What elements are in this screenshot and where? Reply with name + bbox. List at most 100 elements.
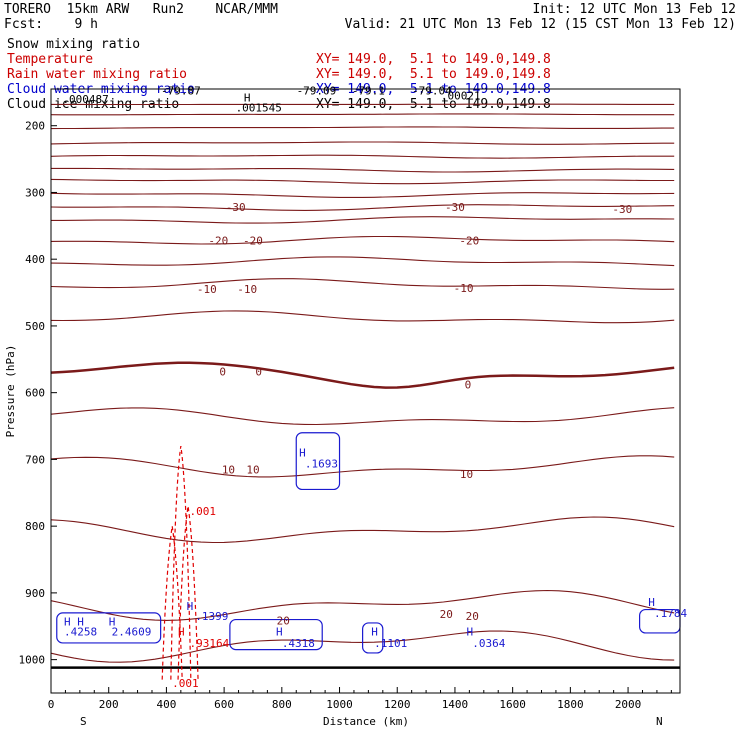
field-name-cloud-water: Cloud water mixing ratio [7,82,195,97]
isotherm--25 [51,216,675,224]
temperature-label-15: 20 [277,614,290,627]
maximum-label-12: .4318 [282,637,315,650]
south-label: S [80,715,87,728]
isotherm--5 [50,310,675,324]
isotherm--35 [50,192,675,198]
top-label-0: .000487 [62,93,108,106]
top-label-6: -79.04 [412,84,452,97]
x-tick-label-0: 0 [48,698,55,711]
y-tick-label-0: 200 [25,120,45,133]
forecast-hour: Fcst: 9 h [4,17,98,32]
field-xy-temperature: XY= 149.0, 5.1 to 149.0,149.8 [316,52,551,67]
maximum-label-9: H [178,626,185,639]
rain-contour-1 [177,506,199,680]
cloud-contour-mid [295,432,341,491]
isotherm--45 [51,167,675,173]
x-tick-label-1: 200 [99,698,119,711]
valid-time: Valid: 21 UTC Mon 13 Feb 12 (15 CST Mon … [344,17,736,32]
temperature-label-8: -10 [454,282,474,295]
isotherm--10 [50,278,675,290]
x-tick-label-9: 1800 [557,698,584,711]
isotherm--55 [50,141,675,145]
maximum-label-2: .001 [189,505,216,518]
x-tick-label-6: 1200 [384,698,411,711]
maximum-label-10: .93164 [189,637,229,650]
temperature-label-2: -30 [612,203,632,216]
isotherm-20 [50,589,675,621]
top-label-5: -79.1 [352,84,385,97]
x-tick-label-5: 1000 [326,698,353,711]
isotherm--60 [50,126,675,130]
temperature-label-9: 0 [219,365,226,378]
y-tick-label-2: 400 [25,253,45,266]
maximum-label-5: H H [64,616,84,629]
temperature-label-10: 0 [255,365,262,378]
x-tick-label-2: 400 [156,698,176,711]
temperature-label-3: -20 [208,235,228,248]
y-tick-label-1: 300 [25,186,45,199]
x-axis-label: Distance (km) [323,715,409,728]
field-name-temperature: Temperature [7,52,94,67]
temperature-label-1: -30 [445,201,465,214]
rain-contour-2 [161,526,183,680]
maximum-label-11: H [276,626,283,639]
isotherm--20 [50,235,675,245]
field-name-rain: Rain water mixing ratio [7,67,188,82]
isotherm--15 [50,256,675,267]
x-tick-label-3: 600 [214,698,234,711]
top-label-3: -79.87 [161,84,201,97]
maximum-label-1: .1693 [305,457,338,470]
rain-contours [161,445,199,680]
rain-contour-0 [170,445,192,680]
cloud-contour-center [229,618,323,651]
isotherm--65 [50,113,675,116]
top-label-2: .001545 [236,102,282,115]
init-time: Init: 12 UTC Mon 13 Feb 12 [532,2,737,17]
cloud-contour-right [362,622,384,654]
isotherm--30 [50,204,675,211]
temperature-label-17: 20 [466,610,479,623]
temperature-label-6: -10 [197,283,217,296]
x-tick-label-7: 1400 [442,698,469,711]
maximum-label-0: H [299,447,306,460]
maximum-label-3: H [187,600,194,613]
isotherm--40 [50,178,675,185]
maximum-label-8: 2.4609 [112,626,152,639]
temperature-label-16: 20 [440,608,453,621]
top-label-7: .00021 [441,90,481,103]
y-tick-label-5: 700 [25,453,45,466]
x-tick-label-4: 800 [272,698,292,711]
top-label-1: H [244,92,251,105]
field-name-snow: Snow mixing ratio [7,37,141,52]
y-tick-label-3: 500 [25,320,45,333]
x-tick-label-10: 2000 [615,698,642,711]
isotherm-0 [50,361,675,389]
maximum-label-17: H [648,596,655,609]
model-title: TORERO 15km ARW Run2 NCAR/MMM [4,2,278,17]
y-tick-label-4: 600 [25,387,45,400]
maximum-label-7: .4258 [64,626,97,639]
temperature-label-11: 0 [465,379,472,392]
maximum-label-13: H [371,626,378,639]
y-tick-label-6: 800 [25,520,45,533]
north-label: N [656,715,663,728]
temperature-label-14: 10 [460,468,473,481]
temperature-label-0: -30 [226,201,246,214]
temperature-label-5: -20 [459,235,479,248]
maximum-label-15: H [466,626,473,639]
maximum-label-14: .1101 [374,637,407,650]
maximum-label-18: .1784 [654,607,687,620]
temperature-label-7: -10 [237,283,257,296]
isotherm-10 [50,455,675,478]
y-tick-label-8: 1000 [19,654,46,667]
isotherm--50 [50,154,675,159]
maximum-label-16: .0364 [472,637,505,650]
temperature-contours [50,103,675,663]
temperature-label-4: -20 [243,235,263,248]
contour-labels: -30 -30 -30 -20 -20 -20 -10 -10 -10 0 0 0 10 10 10 20 20… [62,84,687,690]
maximum-label-4: .1399 [195,610,228,623]
temperature-label-12: 10 [222,463,235,476]
temperature-label-13: 10 [246,463,259,476]
y-axis-label: Pressure (hPa) [4,345,17,438]
